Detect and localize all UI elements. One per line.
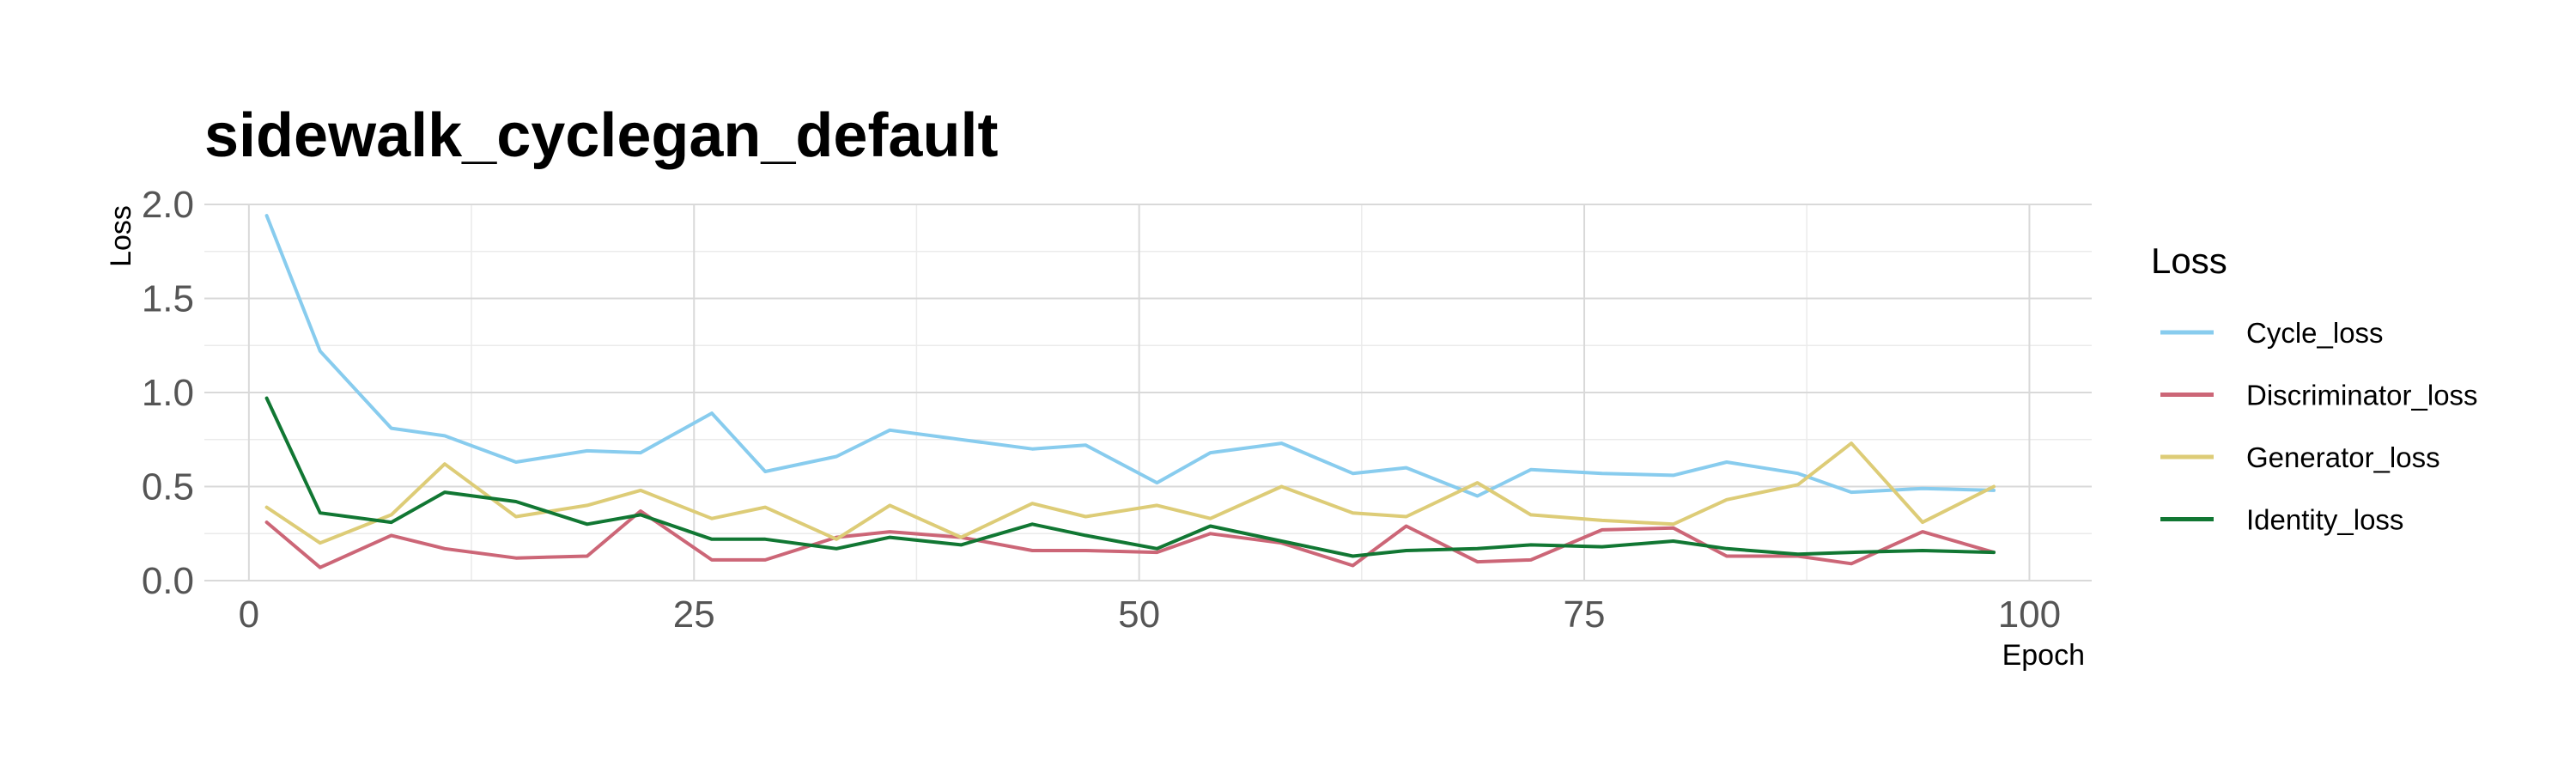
y-tick-label: 0.0 <box>142 560 194 602</box>
series-line-generator-loss <box>264 441 1996 545</box>
x-tick-label: 0 <box>239 593 259 636</box>
y-tick-label: 1.5 <box>142 278 194 320</box>
series-lines <box>264 214 1996 569</box>
x-tick-label: 25 <box>673 593 715 636</box>
legend: Loss Cycle_loss Discriminator_loss Generat… <box>2151 240 2478 536</box>
legend-item: Discriminator_loss <box>2160 380 2478 411</box>
series-line-identity-loss <box>264 396 1996 558</box>
y-axis-title: Loss <box>105 205 137 267</box>
series-line-cycle-loss <box>264 214 1996 498</box>
legend-label: Cycle_loss <box>2246 317 2384 349</box>
legend-label: Identity_loss <box>2246 504 2403 536</box>
y-tick-label: 1.0 <box>142 372 194 414</box>
x-tick-label: 50 <box>1118 593 1160 636</box>
legend-item: Generator_loss <box>2160 441 2440 473</box>
legend-title: Loss <box>2151 240 2227 281</box>
legend-item: Cycle_loss <box>2160 317 2384 349</box>
legend-label: Generator_loss <box>2246 441 2440 473</box>
y-tick-label: 2.0 <box>142 184 194 226</box>
y-tick-label: 0.5 <box>142 466 194 508</box>
tick-labels: 0 25 50 75 100 0.0 0.5 1.0 1.5 2.0 <box>142 184 2061 636</box>
legend-item: Identity_loss <box>2160 504 2403 536</box>
x-tick-label: 75 <box>1564 593 1606 636</box>
legend-items: Cycle_loss Discriminator_loss Generator_lo… <box>2160 317 2478 536</box>
legend-label: Discriminator_loss <box>2246 380 2478 411</box>
series-line-discriminator-loss <box>264 509 1996 569</box>
x-axis-title: Epoch <box>2002 639 2085 672</box>
x-tick-label: 100 <box>1998 593 2061 636</box>
grid-lines <box>204 204 2092 581</box>
chart-title: sidewalk_cyclegan_default <box>204 101 998 170</box>
